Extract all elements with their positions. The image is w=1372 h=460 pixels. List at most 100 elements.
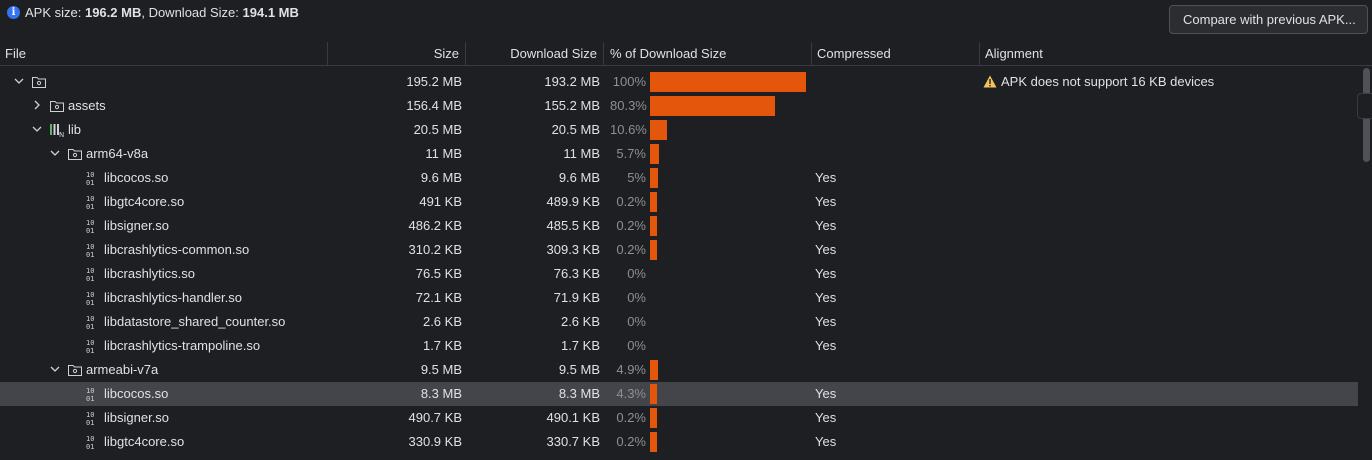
tree-row[interactable]: 10 01 libgtc4core.so 330.9 KB 330.7 KB 0.2% Ye…	[0, 430, 1358, 454]
file-size: 486.2 KB	[408, 218, 463, 233]
svg-text:01: 01	[86, 347, 94, 354]
download-size: 9.5 MB	[558, 362, 600, 377]
percent-label: 0%	[627, 266, 646, 281]
download-percent-bar	[650, 240, 657, 260]
alignment-warning: APK does not support 16 KB devices	[983, 70, 1214, 94]
tree-row[interactable]: 10 01 libcrashlytics-common.so 310.2 KB 309.…	[0, 238, 1358, 262]
tree-row[interactable]: 10 01 libcocos.so 8.3 MB 8.3 MB 4.3% Yes	[0, 382, 1358, 406]
download-percent-bar	[650, 408, 657, 428]
file-size: 156.4 MB	[406, 98, 462, 113]
file-size: 76.5 KB	[415, 266, 462, 281]
download-percent-bar	[650, 432, 657, 452]
folder-icon	[31, 74, 47, 90]
percent-label: 10.6%	[610, 122, 647, 137]
download-size: 489.9 KB	[546, 194, 601, 209]
tree-row[interactable]: armeabi-v7a 9.5 MB 9.5 MB 4.9%	[0, 358, 1358, 382]
file-name: libdatastore_shared_counter.so	[104, 314, 286, 329]
download-size-value: 194.1 MB	[242, 5, 299, 20]
compressed-value: Yes	[815, 266, 837, 281]
download-percent-bar	[650, 216, 657, 236]
percent-label: 5%	[627, 170, 646, 185]
column-header-alignment[interactable]: Alignment	[985, 46, 1043, 61]
file-name: lib	[68, 122, 82, 137]
native-lib-icon: N	[49, 122, 65, 139]
tree-row[interactable]: 195.2 MB 193.2 MB 100% APK does not support…	[0, 70, 1358, 94]
percent-label: 4.9%	[616, 362, 646, 377]
column-header-file[interactable]: File	[0, 42, 328, 65]
file-size: 330.9 KB	[408, 434, 463, 449]
tree-row[interactable]: 10 01 libdatastore_shared_counter.so 2.6 KB…	[0, 310, 1358, 334]
svg-text:10: 10	[86, 195, 94, 203]
svg-text:10: 10	[86, 219, 94, 227]
svg-text:01: 01	[86, 443, 94, 450]
svg-text:10: 10	[86, 411, 94, 419]
percent-label: 100%	[612, 74, 646, 89]
percent-label: 0.2%	[616, 242, 646, 257]
compressed-value: Yes	[815, 386, 837, 401]
download-size-label: , Download Size:	[141, 5, 243, 20]
svg-text:01: 01	[86, 419, 94, 426]
column-header-compressed[interactable]: Compressed	[812, 42, 980, 65]
file-name: assets	[68, 98, 106, 113]
compressed-value: Yes	[815, 410, 837, 425]
svg-text:01: 01	[86, 251, 94, 258]
download-size: 490.1 KB	[546, 410, 601, 425]
percent-label: 0%	[627, 290, 646, 305]
tree-row[interactable]: 10 01 libcrashlytics.so 76.5 KB 76.3 KB 0% Yes	[0, 262, 1358, 286]
file-name: libcrashlytics-trampoline.so	[104, 338, 261, 353]
file-size: 490.7 KB	[408, 410, 463, 425]
percent-label: 0%	[627, 338, 646, 353]
file-name: libsigner.so	[104, 218, 170, 233]
file-name: libcocos.so	[104, 386, 169, 401]
binary-file-icon: 10 01	[85, 170, 101, 187]
file-size: 20.5 MB	[413, 122, 462, 137]
download-size: 8.3 MB	[558, 386, 600, 401]
file-name: arm64-v8a	[86, 146, 149, 161]
side-panel-tab[interactable]	[1357, 93, 1372, 119]
tree-row[interactable]: 10 01 libsigner.so 490.7 KB 490.1 KB 0.2% Yes	[0, 406, 1358, 430]
compressed-value: Yes	[815, 194, 837, 209]
binary-file-icon: 10 01	[85, 218, 101, 235]
tree-row[interactable]: 10 01 libgtc4core.so 491 KB 489.9 KB 0.2% Yes	[0, 190, 1358, 214]
tree-row[interactable]: arm64-v8a 11 MB 11 MB 5.7%	[0, 142, 1358, 166]
percent-label: 0%	[627, 314, 646, 329]
compare-with-previous-apk-button[interactable]: Compare with previous APK...	[1169, 5, 1368, 34]
chevron-down-icon[interactable]	[48, 146, 62, 160]
binary-file-icon: 10 01	[85, 338, 101, 355]
column-header-download-size[interactable]: Download Size	[466, 42, 604, 65]
binary-file-icon: 10 01	[85, 242, 101, 259]
alignment-text: APK does not support 16 KB devices	[1001, 74, 1215, 89]
chevron-down-icon[interactable]	[48, 362, 62, 376]
download-percent-bar	[650, 192, 657, 212]
file-size: 72.1 KB	[415, 290, 462, 305]
chevron-down-icon[interactable]	[12, 74, 26, 88]
chevron-down-icon[interactable]	[30, 122, 44, 136]
svg-text:10: 10	[86, 387, 94, 395]
download-size: 309.3 KB	[546, 242, 601, 257]
file-size: 2.6 KB	[422, 314, 462, 329]
tree-row[interactable]: 10 01 libcocos.so 9.6 MB 9.6 MB 5% Yes	[0, 166, 1358, 190]
apk-size-value: 196.2 MB	[84, 5, 142, 20]
download-size: 330.7 KB	[546, 434, 601, 449]
tree-row[interactable]: 10 01 libsigner.so 486.2 KB 485.5 KB 0.2% Yes	[0, 214, 1358, 238]
folder-icon	[49, 98, 65, 114]
download-size: 2.6 KB	[560, 314, 600, 329]
download-size: 71.9 KB	[553, 290, 600, 305]
column-header-percent-download[interactable]: % of Download Size	[604, 42, 812, 65]
binary-file-icon: 10 01	[85, 410, 101, 427]
file-tree[interactable]: 195.2 MB 193.2 MB 100% APK does not support…	[0, 70, 1360, 460]
download-percent-bar	[650, 384, 657, 404]
compressed-value: Yes	[815, 290, 837, 305]
tree-row[interactable]: 10 01 libcrashlytics-handler.so 72.1 KB 71.9…	[0, 286, 1358, 310]
download-size: 9.6 MB	[558, 170, 600, 185]
compressed-value: Yes	[815, 434, 837, 449]
tree-row[interactable]: 10 01 libcrashlytics-trampoline.so 1.7 KB 1.…	[0, 334, 1358, 358]
column-header-size[interactable]: Size	[328, 42, 466, 65]
tree-row[interactable]: assets 156.4 MB 155.2 MB 80.3%	[0, 94, 1358, 118]
chevron-right-icon[interactable]	[30, 98, 44, 112]
download-percent-bar	[650, 96, 775, 116]
binary-file-icon: 10 01	[85, 266, 101, 283]
download-size: 20.5 MB	[551, 122, 600, 137]
table-header: File Size Download Size % of Download Si…	[0, 42, 1372, 66]
